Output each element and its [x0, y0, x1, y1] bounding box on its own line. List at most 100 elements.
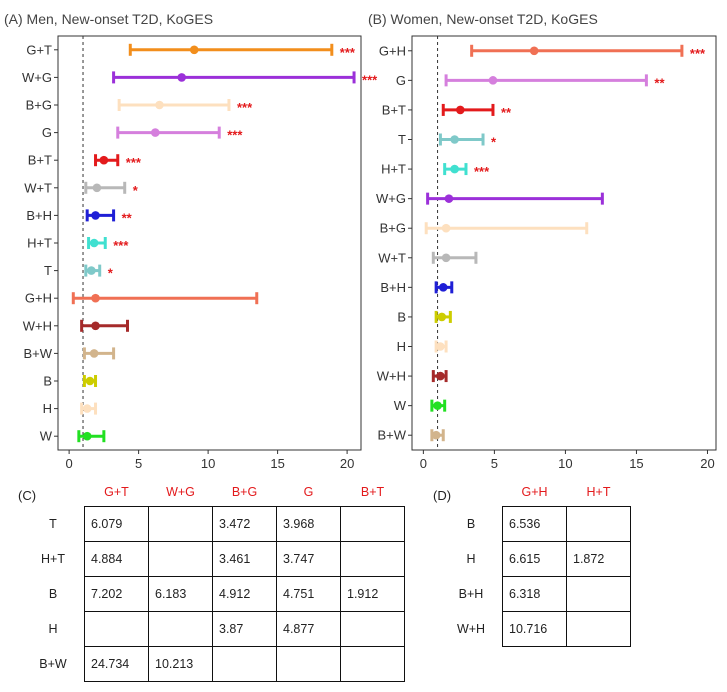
table-cell: 6.536	[502, 506, 567, 542]
point-estimate	[529, 46, 539, 56]
row-B+T: B+T ***	[28, 153, 142, 171]
table-cell: 3.461	[212, 541, 277, 577]
point-estimate	[437, 312, 447, 322]
column-header: G	[303, 485, 314, 499]
row-label: B+W	[39, 657, 67, 671]
y-tick-label: W	[40, 429, 53, 444]
point-estimate	[433, 401, 442, 410]
panel-b: (B) Women, New-onset T2D, KoGES 0 5 10 15 20 G…	[368, 11, 717, 470]
table-row: T 6.079 3.472 3.968	[22, 506, 405, 542]
forest-plots: (A) Men, New-onset T2D, KoGES 0 5 10 15 20 G+T…	[4, 11, 717, 470]
point-estimate	[89, 349, 99, 358]
table-cell	[212, 646, 277, 682]
point-estimate	[441, 253, 451, 263]
y-tick-label: B	[397, 309, 406, 324]
point-estimate	[99, 155, 109, 165]
y-tick-label: B	[43, 374, 52, 389]
table-cell	[340, 506, 405, 542]
point-estimate	[444, 194, 454, 203]
row-B+H: B+H **	[26, 208, 132, 226]
panel-a-title: (A) Men, New-onset T2D, KoGES	[4, 11, 213, 27]
significance-label: **	[501, 105, 512, 120]
point-estimate	[92, 183, 102, 193]
table-cell: 3.968	[276, 506, 341, 542]
table-cell: 24.734	[84, 646, 149, 682]
y-tick-label: W+T	[24, 180, 52, 195]
significance-label: ***	[113, 238, 129, 253]
table-cell	[566, 611, 631, 647]
point-estimate	[441, 223, 451, 233]
table-row: B 6.536	[440, 506, 631, 542]
y-tick-label: W+H	[23, 318, 52, 333]
point-estimate	[82, 431, 92, 441]
plot-frame	[411, 35, 717, 451]
x-tick-label: 15	[629, 456, 643, 470]
point-estimate	[436, 371, 445, 381]
row-B+G: B+G ***	[26, 98, 253, 116]
point-estimate	[82, 404, 92, 413]
row-W+G: W+G	[376, 191, 604, 206]
x-tick-label: 10	[558, 456, 572, 470]
table-cell	[84, 611, 149, 647]
table-cell: 3.747	[276, 541, 341, 577]
significance-label: ***	[340, 45, 356, 60]
y-tick-label: W	[394, 398, 407, 413]
table-row: B 7.202 6.183 4.912 4.751 1.912	[22, 576, 405, 612]
table-cell: 3.472	[212, 506, 277, 542]
column-header: G+H	[521, 485, 548, 499]
y-tick-label: G+H	[25, 291, 52, 306]
row-B+H: B+H	[380, 280, 454, 295]
row-H: H	[43, 401, 98, 416]
point-estimate	[91, 211, 100, 220]
y-tick-label: B+H	[380, 280, 406, 295]
table-row: H 3.87 4.877	[22, 611, 405, 647]
corner-cell	[22, 478, 85, 507]
x-tick-label: 10	[201, 456, 215, 470]
y-tick-label: G+H	[379, 43, 406, 58]
row-G+H: G+H	[25, 291, 259, 306]
row-H: H	[397, 339, 448, 354]
y-tick-label: H+T	[381, 162, 406, 177]
table-cell	[340, 611, 405, 647]
y-tick-label: B+W	[377, 428, 406, 443]
column-header: H+T	[586, 485, 611, 499]
point-estimate	[450, 164, 459, 174]
point-estimate	[85, 376, 95, 386]
table-cell: 6.615	[502, 541, 567, 577]
table-cell	[340, 541, 405, 577]
y-tick-label: G	[396, 73, 406, 88]
y-tick-label: W+G	[376, 191, 406, 206]
y-tick-label: B+G	[380, 221, 406, 236]
row-label: H+T	[41, 552, 65, 566]
point-estimate	[87, 266, 96, 275]
table-cell: 1.912	[340, 576, 405, 612]
row-B: B	[43, 374, 98, 389]
significance-label: ***	[362, 72, 378, 87]
row-B+W: B+W	[23, 346, 116, 361]
row-B: B	[397, 309, 452, 324]
significance-label: ***	[474, 164, 490, 179]
y-tick-label: T	[44, 263, 52, 278]
point-estimate	[436, 342, 445, 351]
table-cell: 4.751	[276, 576, 341, 612]
row-W+T: W+T	[378, 250, 478, 265]
corner-cell	[440, 478, 503, 507]
y-tick-label: W+G	[22, 70, 52, 85]
table-cell	[340, 646, 405, 682]
row-G: G ***	[42, 125, 243, 143]
panel-a: (A) Men, New-onset T2D, KoGES 0 5 10 15 20 G+T…	[4, 11, 378, 470]
x-tick-label: 5	[491, 456, 498, 470]
row-T: T *	[44, 263, 114, 281]
y-tick-label: H	[43, 401, 52, 416]
y-tick-label: B+T	[28, 153, 52, 168]
table-cell: 4.912	[212, 576, 277, 612]
y-tick-label: B+T	[382, 102, 406, 117]
significance-label: ***	[227, 128, 243, 143]
table-cell: 6.183	[148, 576, 213, 612]
row-label: H	[48, 622, 58, 636]
row-T: T *	[398, 132, 497, 150]
y-tick-label: B+W	[23, 346, 52, 361]
row-label: W+H	[456, 622, 486, 636]
significance-label: *	[491, 135, 497, 150]
table-cell: 10.716	[502, 611, 567, 647]
